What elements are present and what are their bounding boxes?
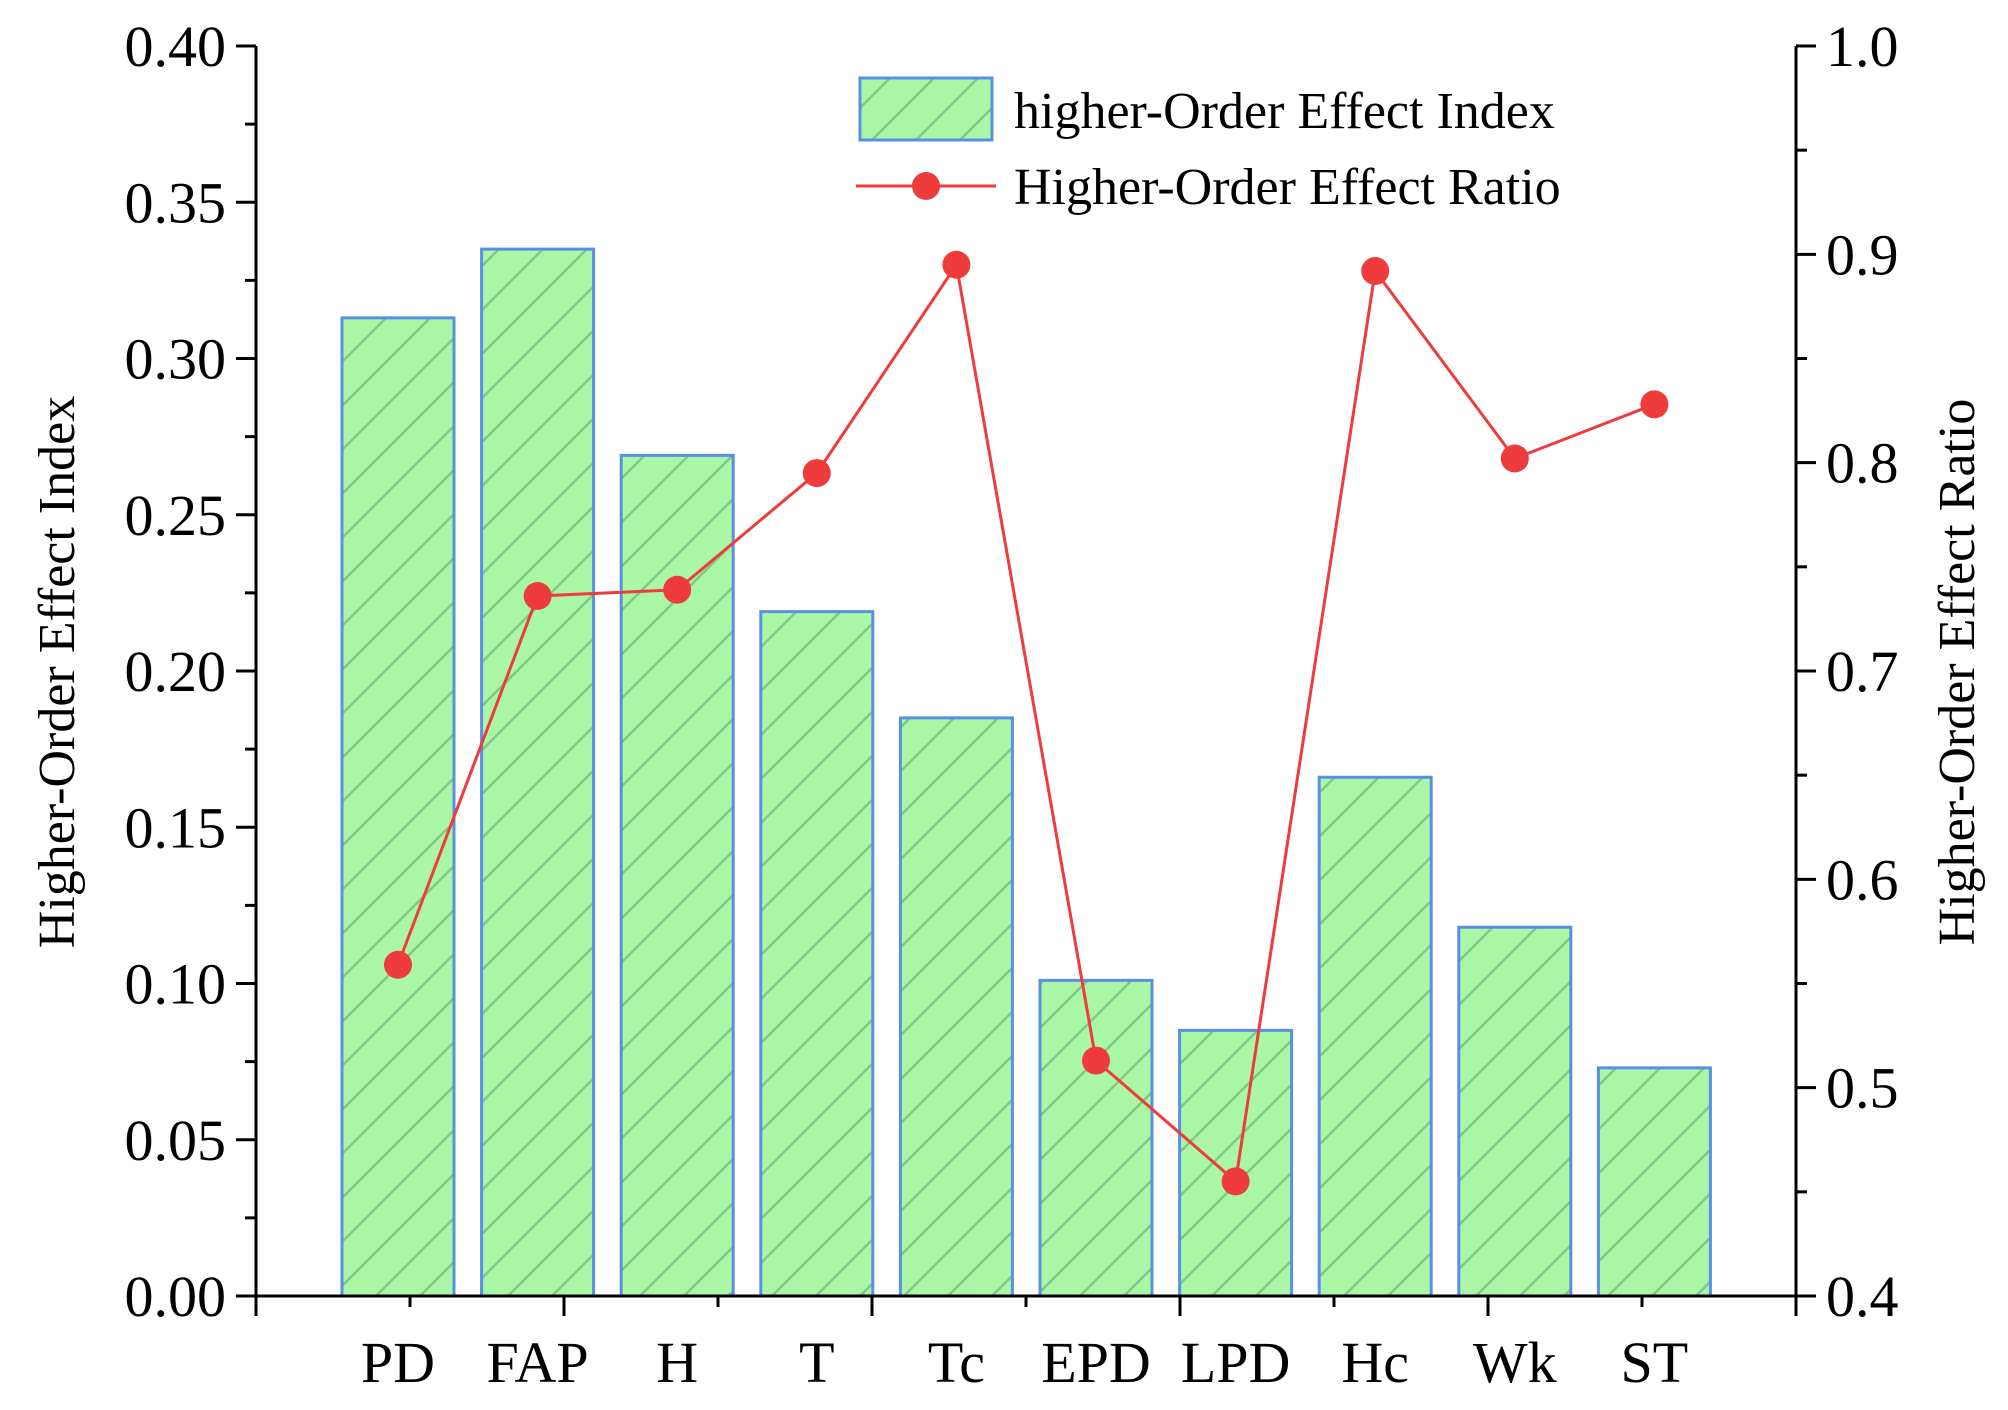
y-tick-label: 0.35: [125, 170, 227, 235]
legend-line-marker: [912, 172, 940, 200]
y-tick-label: 0.30: [125, 327, 227, 392]
ratio-point-pd: [384, 950, 412, 979]
y2-tick-label: 0.8: [1826, 431, 1899, 496]
bar-epd: [1038, 978, 1154, 1298]
ratio-point-epd: [1082, 1046, 1110, 1075]
bars-layer: [340, 247, 1712, 1298]
y2-tick-label: 0.5: [1826, 1056, 1899, 1121]
y2-tick-label: 0.7: [1826, 639, 1899, 704]
legend-bar-swatch: [858, 76, 994, 142]
x-tick-label: PD: [361, 1330, 435, 1395]
ratio-point-fap: [523, 582, 552, 610]
y2-tick-label: 1.0: [1826, 14, 1899, 79]
axes-layer: [236, 44, 1816, 1316]
y-tick-label: 0.25: [125, 483, 227, 548]
bar-pd: [340, 316, 456, 1298]
x-tick-label: Hc: [1341, 1330, 1409, 1395]
ratio-point-h: [663, 575, 692, 604]
legend-bar-label: higher-Order Effect Index: [1014, 83, 1555, 140]
x-tick-label: LPD: [1181, 1330, 1291, 1395]
y-tick-label: 0.20: [125, 639, 227, 704]
y-tick-label: 0.10: [125, 952, 227, 1017]
line-layer: [384, 250, 1669, 1196]
y-tick-label: 0.15: [125, 795, 227, 860]
x-tick-label: ST: [1621, 1330, 1689, 1395]
ratio-point-tc: [942, 250, 971, 279]
bar-fap: [480, 247, 596, 1298]
y-tick-label: 0.05: [125, 1108, 227, 1173]
x-tick-label: H: [656, 1330, 698, 1395]
y2-tick-label: 0.6: [1826, 847, 1899, 912]
bar-t: [759, 610, 875, 1298]
y2-tick-label: 0.9: [1826, 222, 1899, 287]
x-tick-label: EPD: [1041, 1330, 1151, 1395]
y2-axis-title: Higher-Order Effect Ratio: [1929, 399, 1986, 946]
x-tick-label: Tc: [928, 1330, 985, 1395]
y-axis-title: Higher-Order Effect Index: [29, 396, 86, 948]
bar-lpd: [1178, 1028, 1294, 1298]
legend: higher-Order Effect Index Higher-Order E…: [856, 76, 1561, 216]
bar-tc: [898, 716, 1014, 1298]
ratio-point-st: [1640, 390, 1669, 419]
legend-line-label: Higher-Order Effect Ratio: [1014, 159, 1561, 216]
x-tick-label: FAP: [487, 1330, 589, 1395]
ratio-point-lpd: [1221, 1167, 1250, 1196]
ratio-point-wk: [1500, 444, 1529, 473]
ratio-point-hc: [1361, 257, 1390, 285]
x-tick-label: T: [799, 1330, 834, 1395]
y-tick-label: 0.40: [125, 14, 227, 79]
bar-hc: [1317, 775, 1433, 1298]
bar-st: [1596, 1066, 1712, 1298]
labels-layer: 0.00 0.05 0.10 0.15 0.20 0.25 0.30 0.35 0.40 0.4 0…: [125, 14, 1899, 1395]
ratio-line: [396, 260, 1655, 1185]
ratio-point-t: [802, 459, 831, 488]
y2-tick-label: 0.4: [1826, 1264, 1899, 1329]
y-tick-label: 0.00: [125, 1264, 227, 1329]
x-tick-label: Wk: [1473, 1330, 1557, 1395]
bar-wk: [1457, 925, 1573, 1298]
